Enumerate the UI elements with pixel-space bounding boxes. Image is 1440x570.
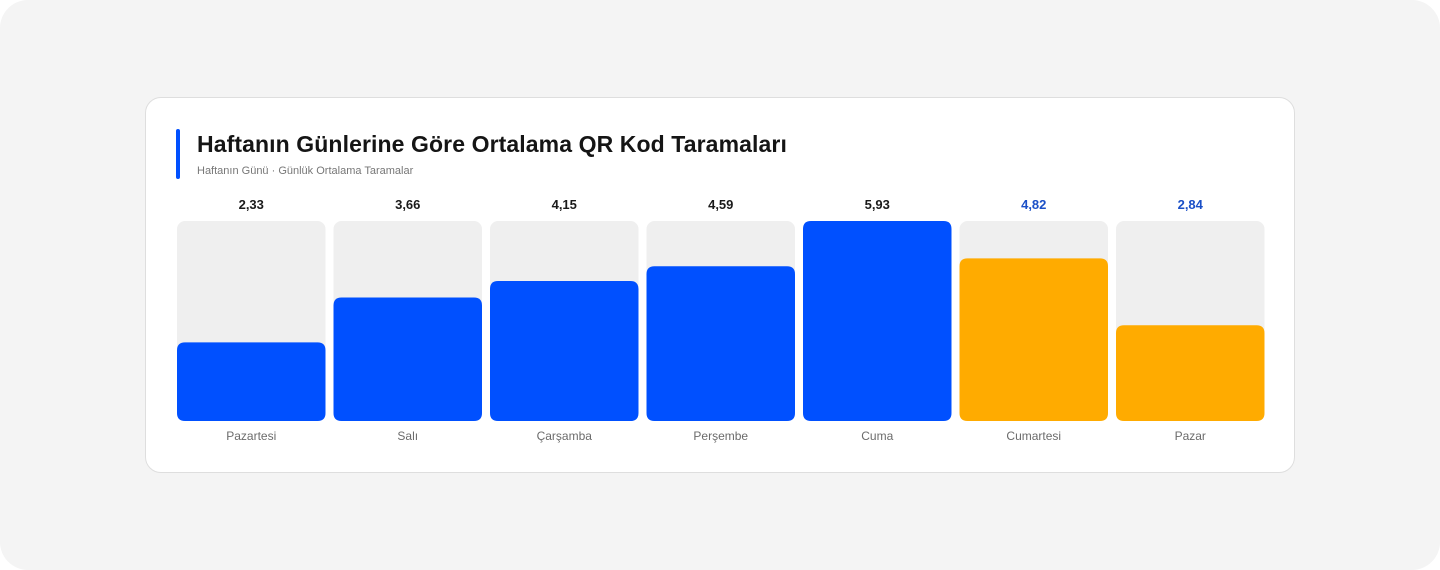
bar-3[interactable]	[490, 281, 639, 421]
value-label: 5,93	[865, 197, 890, 212]
bar-2[interactable]	[333, 297, 483, 421]
category-label: Perşembe	[693, 429, 748, 443]
bar-1[interactable]	[177, 342, 326, 421]
chart-subtitle: Haftanın Günü · Günlük Ortalama Taramala…	[197, 165, 414, 177]
category-label: Çarşamba	[537, 429, 593, 443]
chart-card: Haftanın Günlerine Göre Ortalama QR Kod …	[145, 97, 1295, 473]
category-label: Cuma	[861, 429, 893, 443]
bar-4[interactable]	[646, 266, 796, 421]
chart-title: Haftanın Günlerine Göre Ortalama QR Kod …	[197, 131, 787, 157]
value-label: 4,15	[552, 197, 577, 212]
category-label: Cumartesi	[1006, 429, 1061, 443]
value-label: 4,59	[708, 197, 733, 212]
title-accent-bar	[176, 129, 180, 179]
value-label: 4,82	[1021, 197, 1046, 212]
bar-chart: 2,33 Pazartesi 3,66 Salı 4,15 Çarşamba 4,59 Per…	[177, 197, 1265, 443]
category-label: Salı	[397, 429, 418, 443]
value-label: 2,33	[239, 197, 264, 212]
value-label: 2,84	[1178, 197, 1204, 212]
bar-6[interactable]	[959, 258, 1109, 421]
category-label: Pazar	[1175, 429, 1206, 443]
bar-5[interactable]	[803, 221, 952, 421]
category-label: Pazartesi	[226, 429, 276, 443]
value-label: 3,66	[395, 197, 420, 212]
bar-7[interactable]	[1116, 325, 1265, 421]
